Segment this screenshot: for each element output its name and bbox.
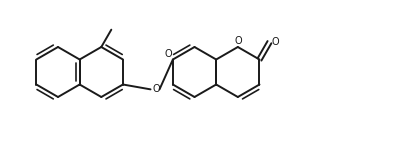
Text: O: O (152, 84, 160, 94)
Text: O: O (271, 37, 279, 47)
Text: O: O (164, 49, 172, 58)
Text: O: O (234, 36, 242, 46)
